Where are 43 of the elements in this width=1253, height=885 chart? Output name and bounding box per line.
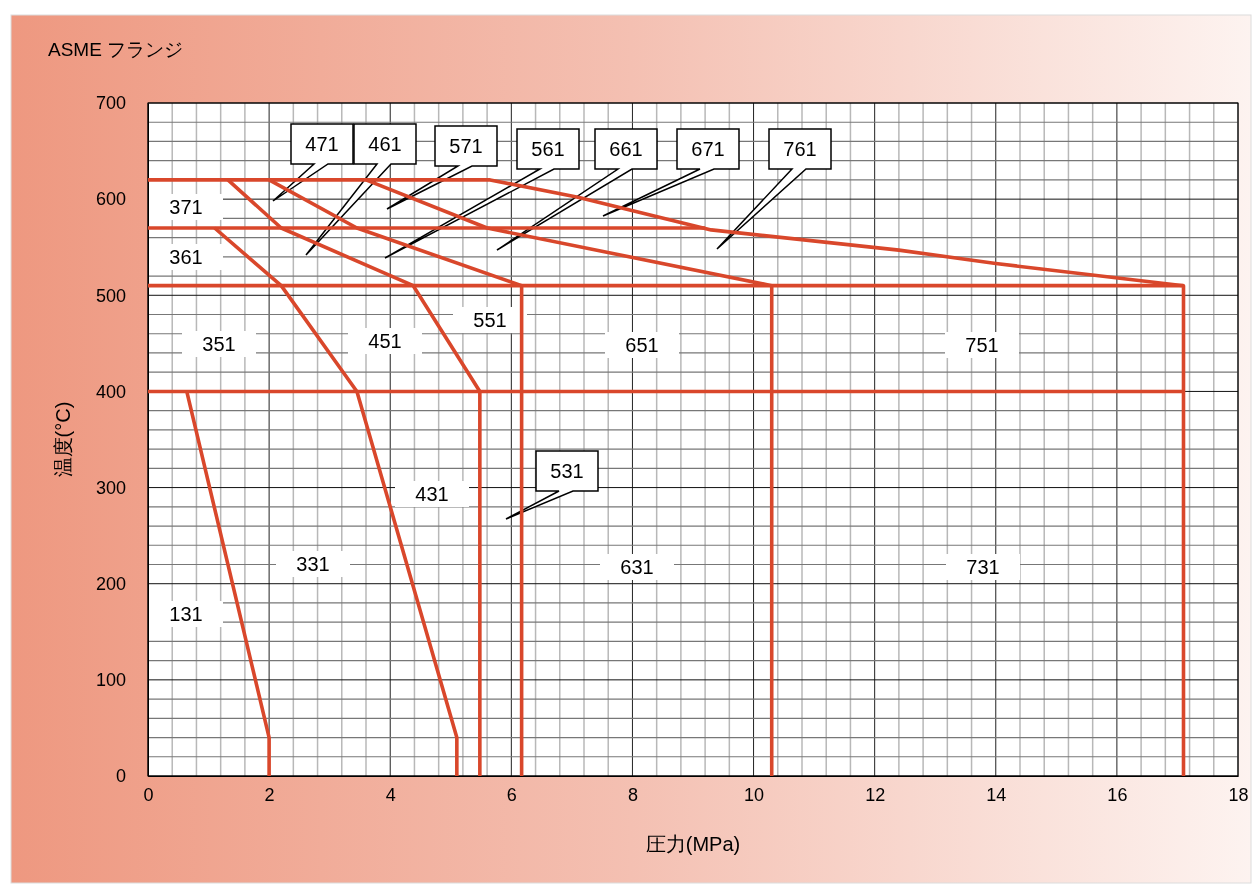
annotation: 751 — [965, 334, 999, 356]
annotation: 761 — [783, 138, 817, 160]
annotation: 361 — [169, 246, 203, 268]
annotation: 451 — [368, 330, 402, 352]
annotation: 551 — [473, 309, 507, 331]
y-tick-label: 700 — [95, 93, 126, 114]
y-tick-label: 400 — [95, 381, 126, 402]
chart-title: ASME フランジ — [48, 39, 184, 60]
annotation: 731 — [966, 556, 1000, 578]
annotation: 651 — [625, 334, 659, 356]
x-tick-label: 4 — [385, 784, 396, 805]
annotation: 671 — [691, 138, 725, 160]
callout-box: 531 — [505, 450, 599, 520]
annotation: 431 — [415, 483, 449, 505]
annotation: 631 — [620, 556, 654, 578]
annotation: 531 — [550, 460, 584, 482]
y-tick-label: 500 — [95, 285, 126, 306]
annotation: 571 — [449, 135, 483, 157]
x-tick-label: 18 — [1228, 784, 1249, 805]
x-tick-label: 6 — [506, 784, 517, 805]
x-axis-title: 圧力(MPa) — [645, 833, 741, 855]
y-tick-label: 300 — [95, 477, 126, 498]
x-tick-label: 12 — [865, 784, 886, 805]
y-tick-label: 0 — [115, 766, 126, 787]
x-tick-label: 8 — [627, 784, 638, 805]
y-tick-label: 100 — [95, 670, 126, 691]
callout-box: 471 — [272, 123, 354, 202]
annotation: 561 — [531, 138, 565, 160]
x-tick-label: 16 — [1107, 784, 1128, 805]
x-tick-label: 2 — [264, 784, 275, 805]
annotation: 471 — [305, 133, 339, 155]
y-tick-label: 200 — [95, 573, 126, 594]
annotation: 661 — [609, 138, 643, 160]
x-tick-label: 14 — [986, 784, 1007, 805]
annotation: 371 — [169, 196, 203, 218]
annotation: 131 — [169, 603, 203, 625]
annotation: 461 — [368, 133, 402, 155]
x-tick-label: 0 — [143, 784, 154, 805]
x-tick-label: 10 — [744, 784, 765, 805]
annotation: 351 — [202, 333, 236, 355]
y-tick-label: 600 — [95, 189, 126, 210]
annotation: 331 — [296, 553, 330, 575]
y-axis-title: 温度(°C) — [52, 401, 74, 478]
